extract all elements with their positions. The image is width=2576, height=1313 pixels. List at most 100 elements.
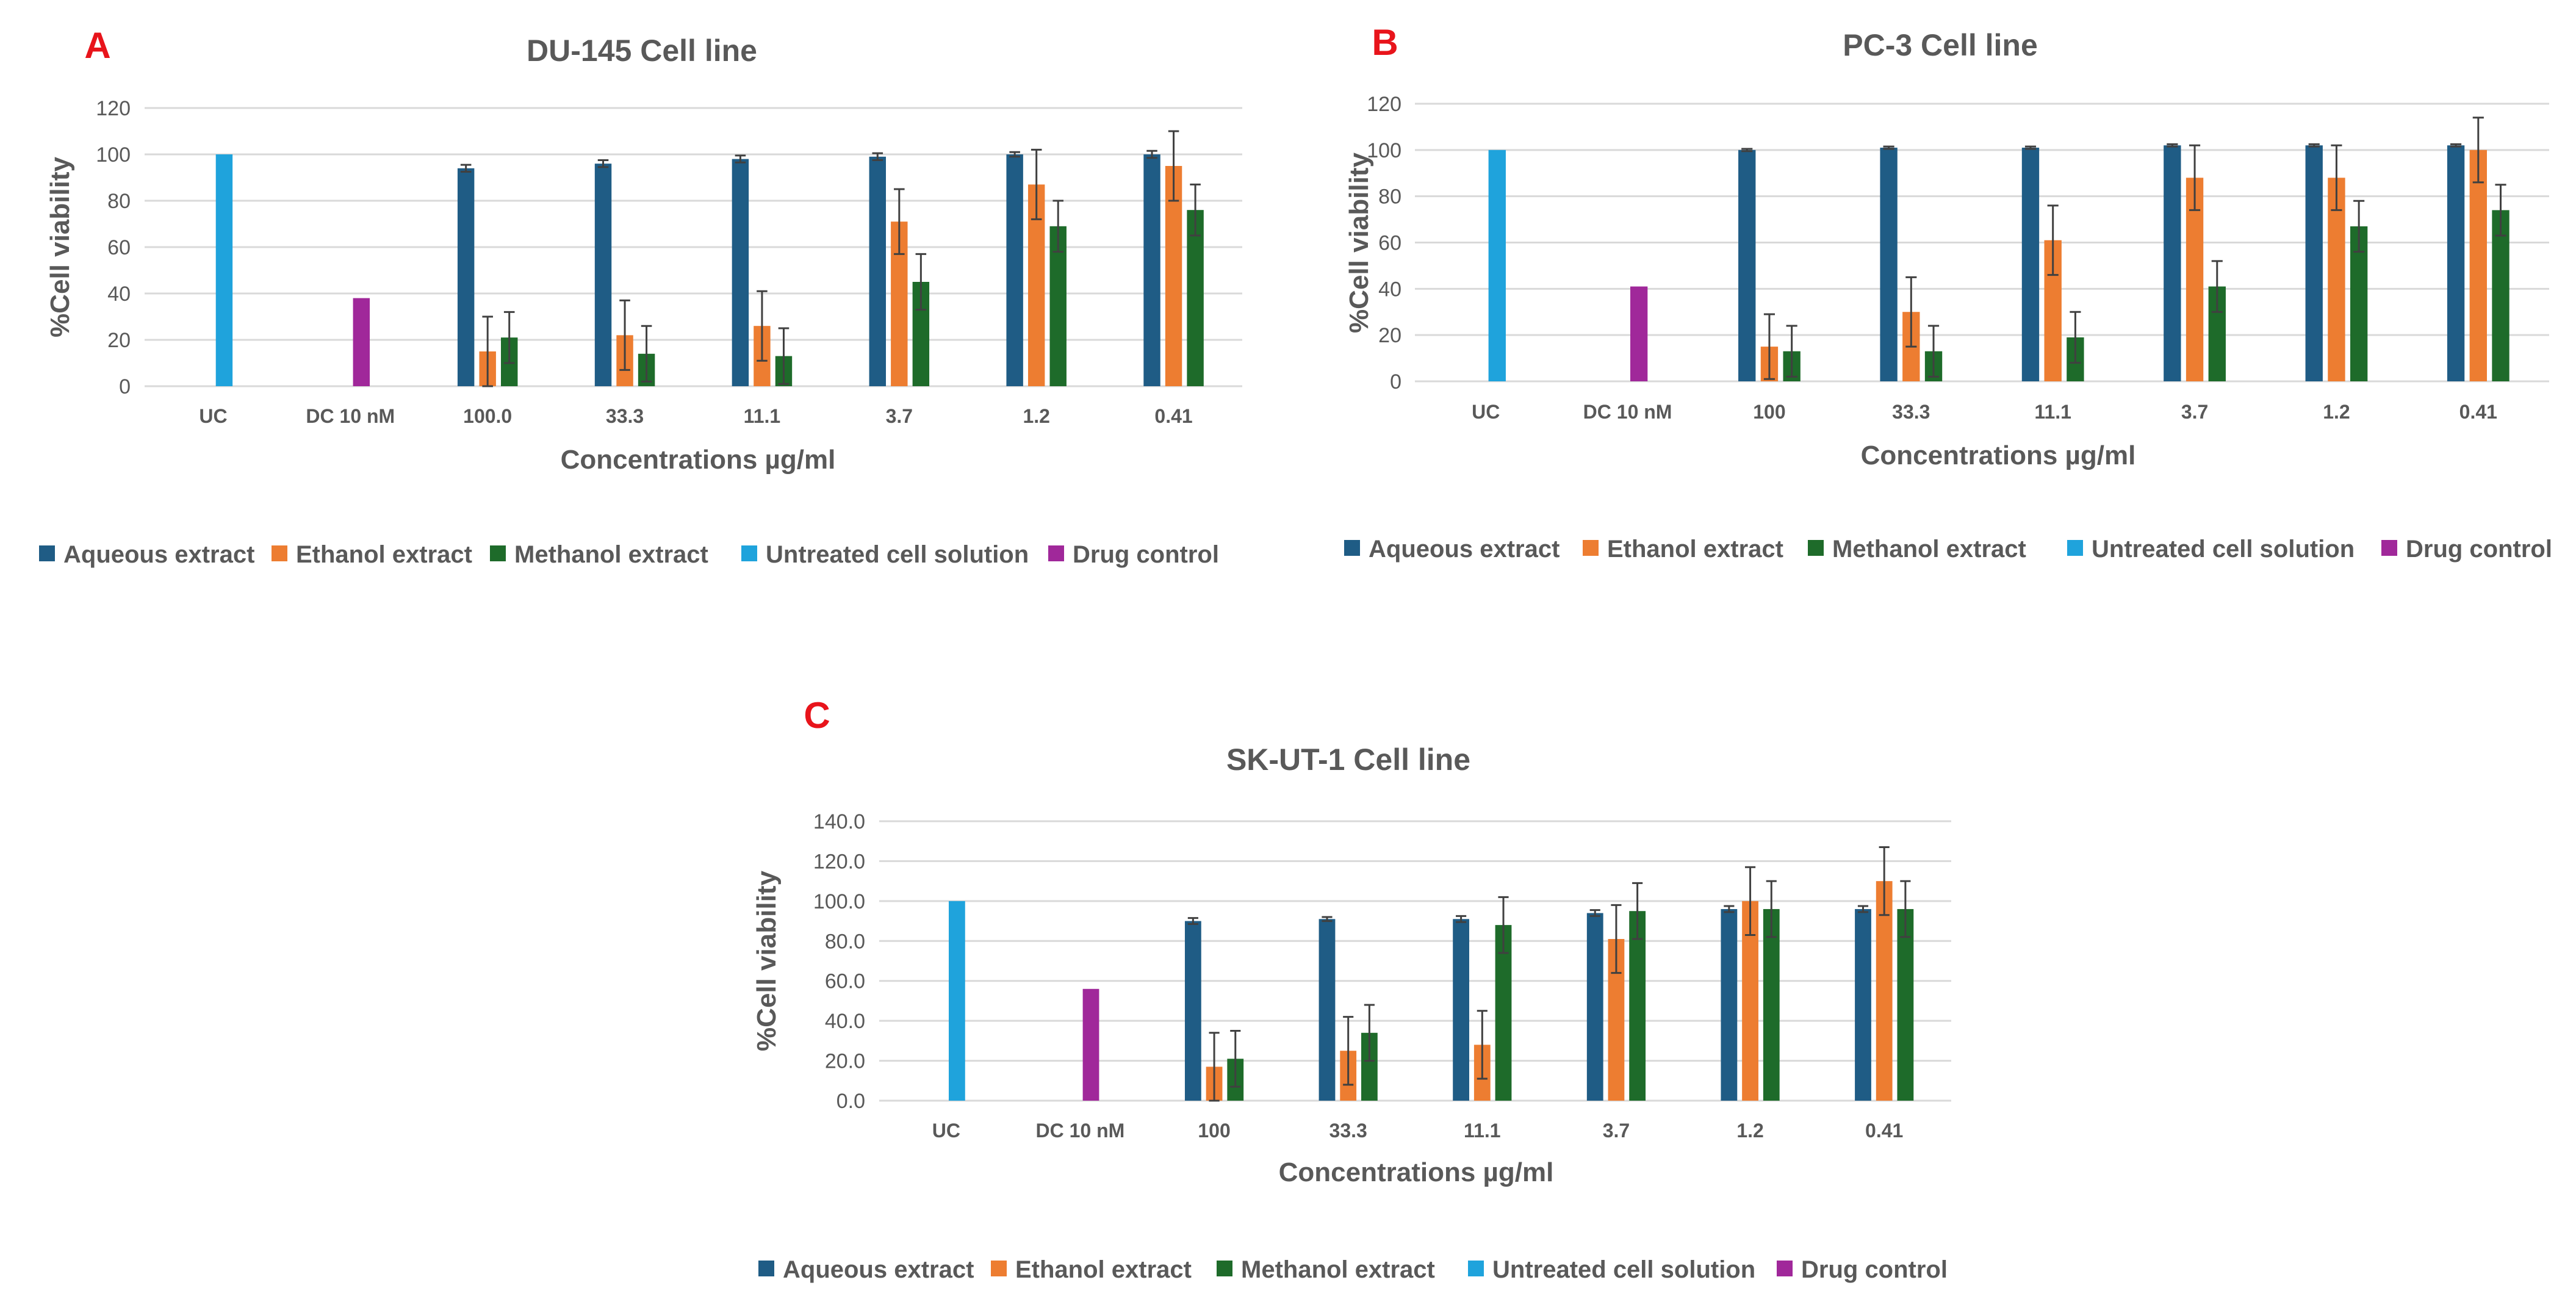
y-tick-label: 80 — [1378, 185, 1401, 209]
y-tick-label: 60 — [1378, 232, 1401, 255]
legend-label-drug: Drug control — [1073, 541, 1219, 568]
bar-drug — [1630, 286, 1648, 381]
x-tick-label: 3.7 — [2181, 401, 2208, 423]
bar-aqueous — [1738, 149, 1756, 382]
bar-aqueous — [1855, 908, 1871, 1101]
legend-label-drug: Drug control — [2406, 536, 2552, 563]
legend-swatch-aqueous — [758, 1261, 774, 1276]
legend-label-untreated: Untreated cell solution — [766, 541, 1029, 568]
legend-swatch-untreated — [741, 545, 757, 561]
bar-drug — [1082, 988, 1099, 1101]
legend-swatch-aqueous — [39, 545, 55, 561]
x-tick-label: DC 10 nM — [1583, 401, 1672, 423]
y-tick-label: 40 — [107, 282, 131, 306]
bar-ethanol — [2328, 178, 2345, 381]
panel-b-chart: B PC-3 Cell line 0 20 40 60 80 100 120 %Cell viab… — [1344, 22, 2552, 563]
y-tick-label: 100 — [1367, 139, 1401, 162]
legend-swatch-untreated — [1468, 1261, 1484, 1276]
legend-label-methanol: Methanol extract — [1832, 536, 2026, 563]
x-tick-label: UC — [1472, 401, 1500, 423]
y-tick-label: 40 — [1378, 278, 1401, 301]
panel-letter-b: B — [1372, 22, 1398, 63]
x-axis-label: Concentrations µg/ml — [1861, 441, 2136, 470]
x-tick-label: 0.41 — [1154, 405, 1192, 427]
bar-aqueous — [1586, 913, 1603, 1101]
x-tick-label: 33.3 — [606, 405, 644, 427]
bar-aqueous — [457, 168, 475, 386]
x-tick-label: 1.2 — [2323, 401, 2350, 423]
legend-swatch-methanol — [490, 545, 506, 561]
chart-title: PC-3 Cell line — [1843, 28, 2038, 62]
bar-aqueous — [2164, 145, 2181, 381]
bar-methanol — [1629, 911, 1646, 1101]
legend-swatch-drug — [2381, 540, 2397, 556]
bar-ethanol — [1876, 881, 1893, 1101]
y-tick-label: 0 — [119, 375, 131, 398]
y-tick-label: 40.0 — [825, 1010, 865, 1033]
legend-swatch-methanol — [1808, 540, 1824, 556]
bar-aqueous — [1006, 154, 1023, 386]
bar-ethanol — [2186, 178, 2204, 381]
y-tick-label: 20 — [1378, 324, 1401, 347]
bar-untreated — [1488, 149, 1506, 382]
y-tick-label: 0 — [1390, 370, 1401, 394]
panel-letter-a: A — [84, 25, 110, 66]
x-tick-label: 1.2 — [1736, 1120, 1763, 1142]
x-axis-label: Concentrations µg/ml — [1279, 1157, 1554, 1187]
y-tick-label: 60.0 — [825, 970, 865, 993]
bar-methanol — [1897, 908, 1914, 1101]
bar-aqueous — [2305, 145, 2323, 381]
bar-methanol — [1763, 908, 1780, 1101]
bar-methanol — [1049, 226, 1067, 386]
x-tick-label: DC 10 nM — [1036, 1120, 1125, 1142]
y-tick-label: 0.0 — [836, 1090, 865, 1113]
x-tick-label: UC — [932, 1120, 960, 1142]
x-tick-label: 0.41 — [1865, 1120, 1903, 1142]
y-tick-label: 140.0 — [813, 810, 865, 833]
chart-title: SK-UT-1 Cell line — [1226, 743, 1470, 777]
x-tick-label: 0.41 — [2459, 401, 2497, 423]
bar-aqueous — [869, 156, 886, 386]
y-tick-label: 100.0 — [813, 890, 865, 913]
bar-untreated — [948, 901, 965, 1101]
x-tick-label: UC — [199, 405, 227, 427]
bar-drug — [353, 298, 370, 386]
chart-title: DU-145 Cell line — [527, 34, 757, 68]
legend-swatch-ethanol — [272, 545, 287, 561]
bar-aqueous — [1721, 908, 1738, 1101]
x-tick-label: 33.3 — [1329, 1120, 1367, 1142]
legend-label-ethanol: Ethanol extract — [296, 541, 472, 568]
x-tick-label: 33.3 — [1892, 401, 1930, 423]
bar-aqueous — [1143, 154, 1160, 386]
bar-methanol — [1187, 210, 1204, 386]
x-tick-label: 100 — [1753, 401, 1785, 423]
x-tick-label: 1.2 — [1023, 405, 1049, 427]
x-tick-label: 11.1 — [1464, 1120, 1501, 1142]
bar-aqueous — [1184, 921, 1201, 1101]
bar-ethanol — [2469, 149, 2487, 382]
legend-swatch-ethanol — [1583, 540, 1599, 556]
legend-label-drug: Drug control — [1801, 1256, 1948, 1283]
y-axis-label: %Cell viability — [752, 871, 782, 1051]
x-tick-label: 100 — [1198, 1120, 1230, 1142]
legend-label-methanol: Methanol extract — [1241, 1256, 1435, 1283]
bar-aqueous — [2021, 148, 2040, 381]
legend-swatch-untreated — [2067, 540, 2083, 556]
bar-methanol — [1495, 925, 1512, 1101]
panel-a-chart: A DU-145 Cell line 0 20 40 60 80 100 120 %Cell vi… — [39, 25, 1242, 568]
bar-methanol — [2492, 210, 2509, 381]
legend-label-methanol: Methanol extract — [514, 541, 708, 568]
legend-swatch-aqueous — [1344, 540, 1360, 556]
legend-label-untreated: Untreated cell solution — [1492, 1256, 1755, 1283]
y-tick-label: 20 — [107, 329, 131, 352]
legend-label-aqueous: Aqueous extract — [63, 541, 254, 568]
legend-swatch-drug — [1777, 1261, 1793, 1276]
legend-label-ethanol: Ethanol extract — [1015, 1256, 1192, 1283]
legend-swatch-drug — [1048, 545, 1064, 561]
x-tick-label: 3.7 — [886, 405, 913, 427]
legend-label-untreated: Untreated cell solution — [2092, 536, 2355, 563]
panel-letter-c: C — [804, 695, 830, 736]
bar-ethanol — [1165, 166, 1182, 386]
y-tick-label: 100 — [96, 143, 131, 167]
